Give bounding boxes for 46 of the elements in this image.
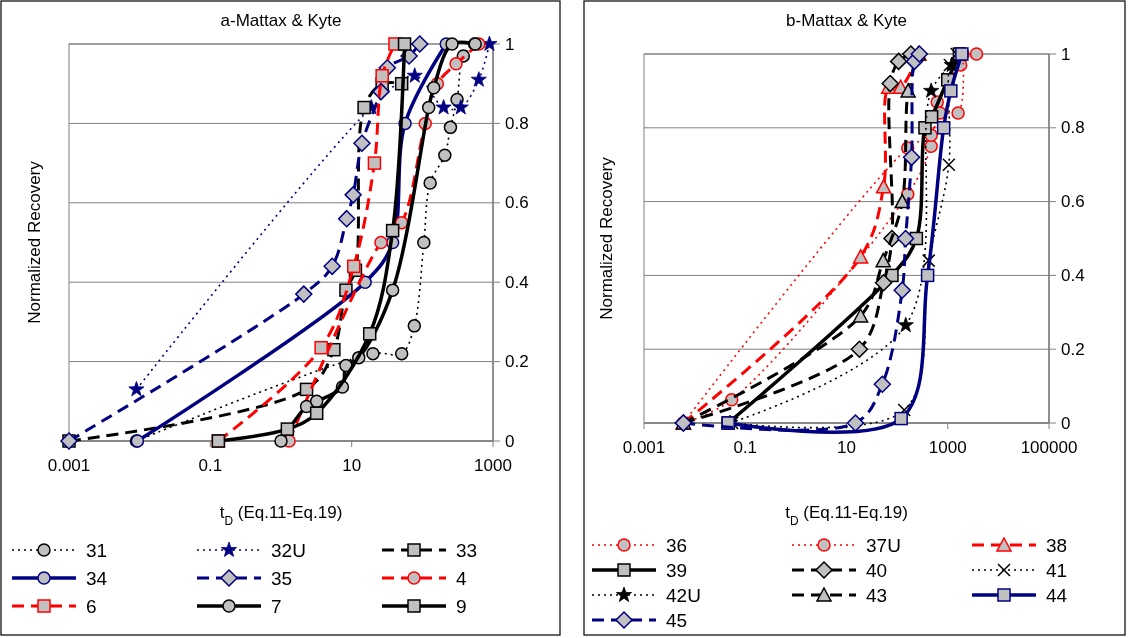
legend-label: 7 bbox=[271, 595, 282, 617]
chart-title: a-Mattax & Kyte bbox=[220, 11, 342, 30]
x-tick-label: 0.1 bbox=[198, 456, 223, 475]
y-tick-label: 0 bbox=[1061, 413, 1071, 433]
legend-label: 31 bbox=[86, 539, 108, 561]
legend-label: 38 bbox=[1046, 534, 1068, 556]
y-tick-label: 1 bbox=[505, 34, 515, 54]
legend-label: 4 bbox=[456, 567, 467, 589]
y-tick-label: 0.8 bbox=[1061, 118, 1085, 138]
legend-label: 9 bbox=[456, 595, 467, 617]
legend-label: 35 bbox=[271, 567, 293, 589]
legend-label: 32U bbox=[271, 539, 306, 561]
legend-label: 37U bbox=[866, 534, 901, 556]
legend-label: 40 bbox=[866, 559, 888, 581]
legend-label: 43 bbox=[866, 584, 888, 606]
x-tick-label: 1000 bbox=[928, 438, 967, 457]
x-tick-label: 100000 bbox=[1020, 438, 1078, 457]
legend-label: 6 bbox=[86, 595, 97, 617]
y-axis-title: Normalized Recovery bbox=[25, 160, 44, 324]
legend-label: 45 bbox=[666, 609, 688, 631]
legend-label: 44 bbox=[1046, 584, 1068, 606]
y-tick-label: 1 bbox=[1061, 44, 1071, 64]
x-axis-title: t$_{D}$ (Eq.11-Eq.19) bbox=[785, 503, 908, 528]
y-axis-title: Normalized Recovery bbox=[597, 156, 616, 320]
legend-label: 42U bbox=[666, 584, 701, 606]
y-tick-label: 0.6 bbox=[1061, 192, 1085, 212]
legend-label: 39 bbox=[666, 559, 688, 581]
legend-label: 36 bbox=[666, 534, 688, 556]
x-tick-label: 0.1 bbox=[733, 438, 758, 457]
x-axis-title: t$_{D}$ (Eq.11-Eq.19) bbox=[219, 503, 343, 528]
x-tick-label: 10 bbox=[837, 438, 856, 457]
y-tick-label: 0.2 bbox=[1061, 339, 1085, 359]
y-tick-label: 0.4 bbox=[1061, 265, 1085, 285]
chart-title: b-Mattax & Kyte bbox=[786, 11, 907, 30]
x-tick-label: 1000 bbox=[474, 456, 512, 475]
x-tick-label: 0.001 bbox=[47, 456, 91, 475]
legend-label: 33 bbox=[456, 539, 478, 561]
y-tick-label: 0.6 bbox=[505, 193, 529, 213]
legend-label: 41 bbox=[1046, 559, 1068, 581]
x-tick-label: 10 bbox=[342, 456, 362, 475]
y-tick-label: 0 bbox=[505, 431, 515, 451]
y-tick-label: 0.2 bbox=[505, 352, 529, 372]
y-tick-label: 0.4 bbox=[505, 272, 529, 292]
x-tick-label: 0.001 bbox=[622, 438, 666, 457]
y-tick-label: 0.8 bbox=[505, 113, 529, 133]
legend-label: 34 bbox=[86, 567, 108, 589]
